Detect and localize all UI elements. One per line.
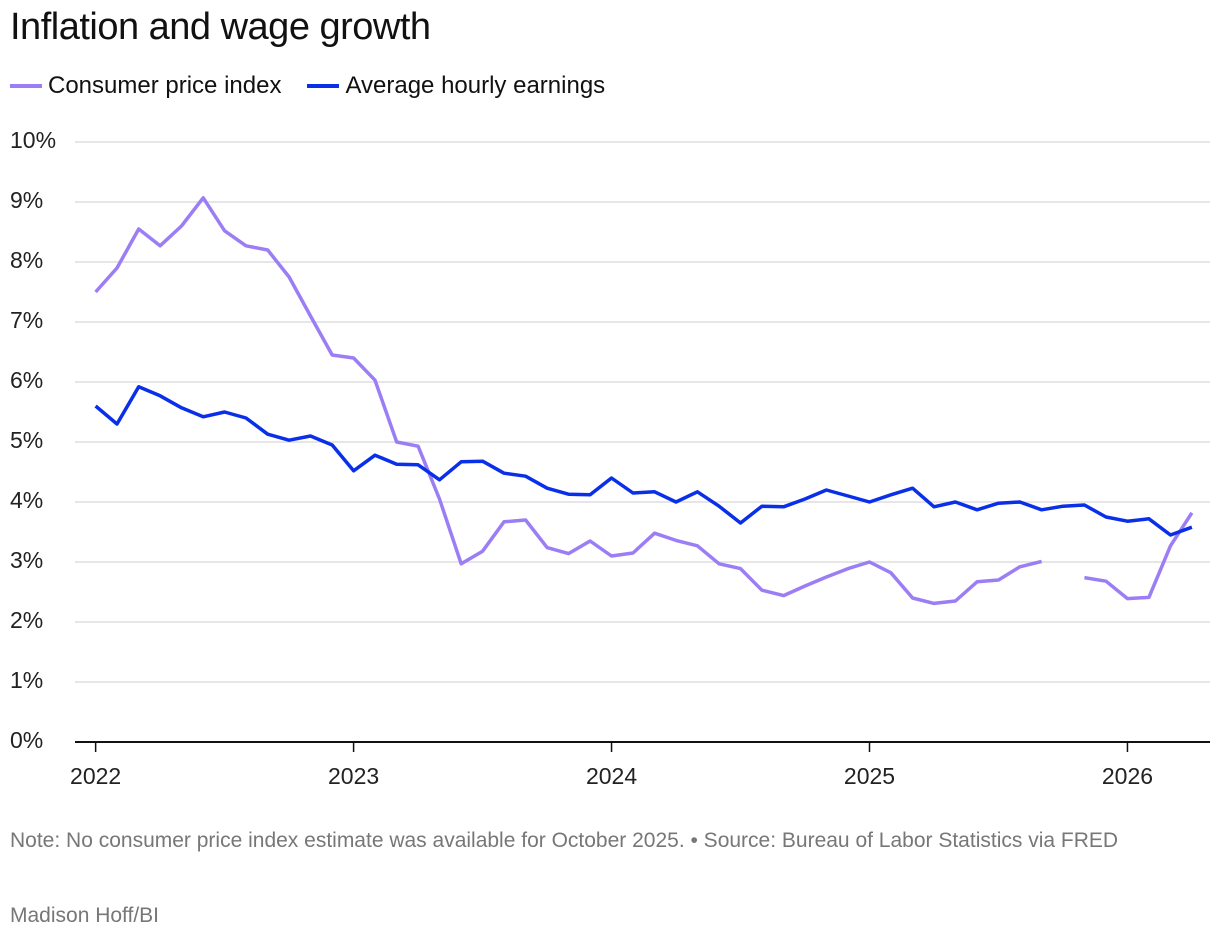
x-tick-label: 2023 xyxy=(328,763,379,789)
legend-swatch xyxy=(10,84,42,88)
x-tick-label: 2026 xyxy=(1102,763,1153,789)
legend-item: Average hourly earnings xyxy=(307,72,605,100)
y-tick-label: 3% xyxy=(10,547,43,573)
y-tick-label: 8% xyxy=(10,247,43,273)
y-tick-label: 5% xyxy=(10,427,43,453)
legend-label: Average hourly earnings xyxy=(345,72,606,99)
y-tick-label: 9% xyxy=(10,187,43,213)
legend: Consumer price index Average hourly earni… xyxy=(10,72,605,100)
y-tick-label: 4% xyxy=(10,487,43,513)
legend-label: Consumer price index xyxy=(48,72,282,99)
y-tick-label: 7% xyxy=(10,307,43,333)
legend-item: Consumer price index xyxy=(10,72,281,100)
series-line xyxy=(94,196,1194,606)
x-tick-label: 2024 xyxy=(586,763,637,789)
x-tick-label: 2025 xyxy=(844,763,895,789)
y-tick-label: 0% xyxy=(10,727,43,753)
y-tick-label: 2% xyxy=(10,607,43,633)
series-line xyxy=(94,385,1193,537)
x-tick-label: 2022 xyxy=(70,763,121,789)
note: Note: No consumer price index estimate w… xyxy=(10,829,1119,852)
y-tick-label: 1% xyxy=(10,667,43,693)
chart-title: Inflation and wage growth xyxy=(10,6,431,48)
y-tick-label: 6% xyxy=(10,367,43,393)
y-tick-label: 10% xyxy=(10,127,56,153)
credit: Madison Hoff/BI xyxy=(10,904,160,927)
legend-swatch xyxy=(307,84,340,88)
